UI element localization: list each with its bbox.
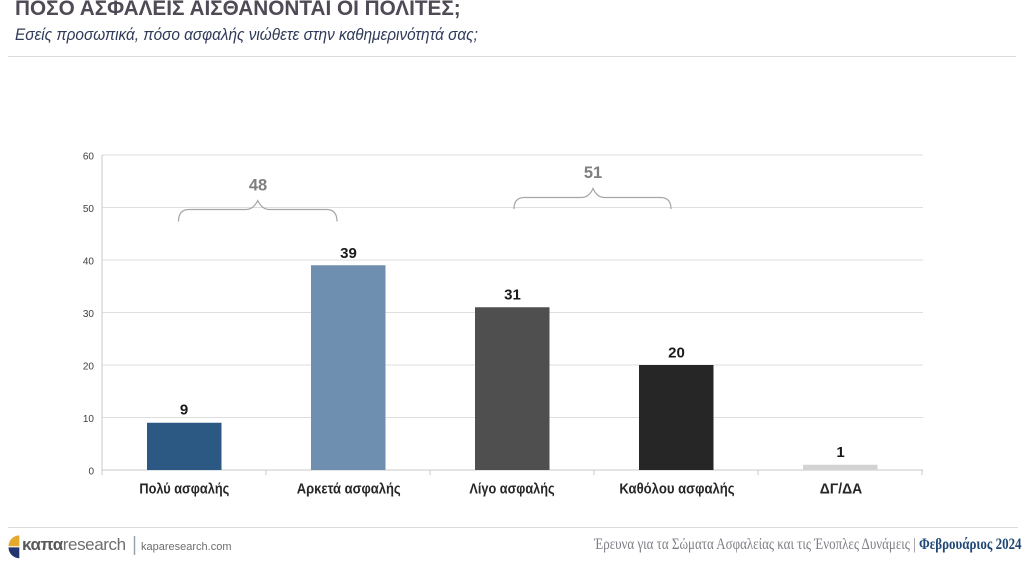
svg-text:50: 50	[83, 204, 95, 215]
svg-text:Αρκετά ασφαλής: Αρκετά ασφαλής	[297, 480, 401, 497]
svg-text:1: 1	[836, 444, 844, 461]
svg-text:30: 30	[83, 309, 95, 320]
svg-text:60: 60	[83, 152, 95, 163]
svg-text:20: 20	[668, 344, 685, 361]
svg-text:40: 40	[83, 257, 95, 268]
svg-text:20: 20	[83, 362, 95, 373]
svg-text:Πολύ ασφαλής: Πολύ ασφαλής	[139, 479, 229, 496]
svg-text:48: 48	[249, 177, 267, 195]
svg-text:Καθόλου ασφαλής: Καθόλου ασφαλής	[619, 481, 734, 498]
svg-text:39: 39	[340, 245, 357, 262]
svg-text:31: 31	[504, 287, 521, 304]
svg-text:Λίγο ασφαλής: Λίγο ασφαλής	[469, 479, 554, 496]
svg-text:0: 0	[88, 467, 94, 478]
svg-text:10: 10	[83, 414, 95, 425]
svg-text:51: 51	[584, 164, 602, 182]
svg-text:9: 9	[180, 401, 188, 418]
svg-text:ΔΓ/ΔΑ: ΔΓ/ΔΑ	[820, 481, 863, 498]
